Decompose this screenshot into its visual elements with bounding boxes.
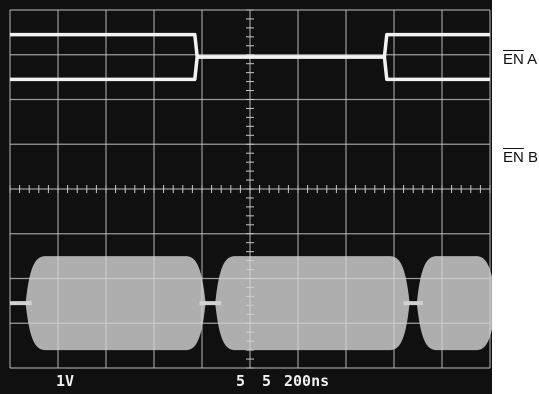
logic-traces (10, 32, 490, 82)
trace-en-b (10, 55, 490, 82)
output-burst (215, 256, 410, 351)
legend-label-en-a-bar: EN (503, 51, 524, 68)
legend-label-en-b-bar: EN (503, 149, 524, 166)
legend-label-en-b: EN B (503, 149, 538, 166)
ch1-scale-readout: 1V (56, 372, 74, 390)
scope-plot: 1V 5 5 200ns (9, 9, 492, 390)
ch2-right-readout: 5 (262, 372, 271, 390)
output-burst (25, 256, 206, 351)
legend-label-en-a: EN A (503, 51, 537, 68)
output-bursts (10, 256, 492, 351)
ch2-left-readout: 5 (236, 372, 245, 390)
output-burst (416, 256, 492, 351)
timebase-readout: 200ns (284, 372, 329, 390)
legend-label-en-a-suffix: A (523, 51, 538, 68)
legend-label-en-b-suffix: B (523, 149, 539, 166)
readout: 1V 5 5 200ns (56, 372, 329, 390)
oscilloscope-screen: 1V 5 5 200ns (0, 0, 492, 394)
